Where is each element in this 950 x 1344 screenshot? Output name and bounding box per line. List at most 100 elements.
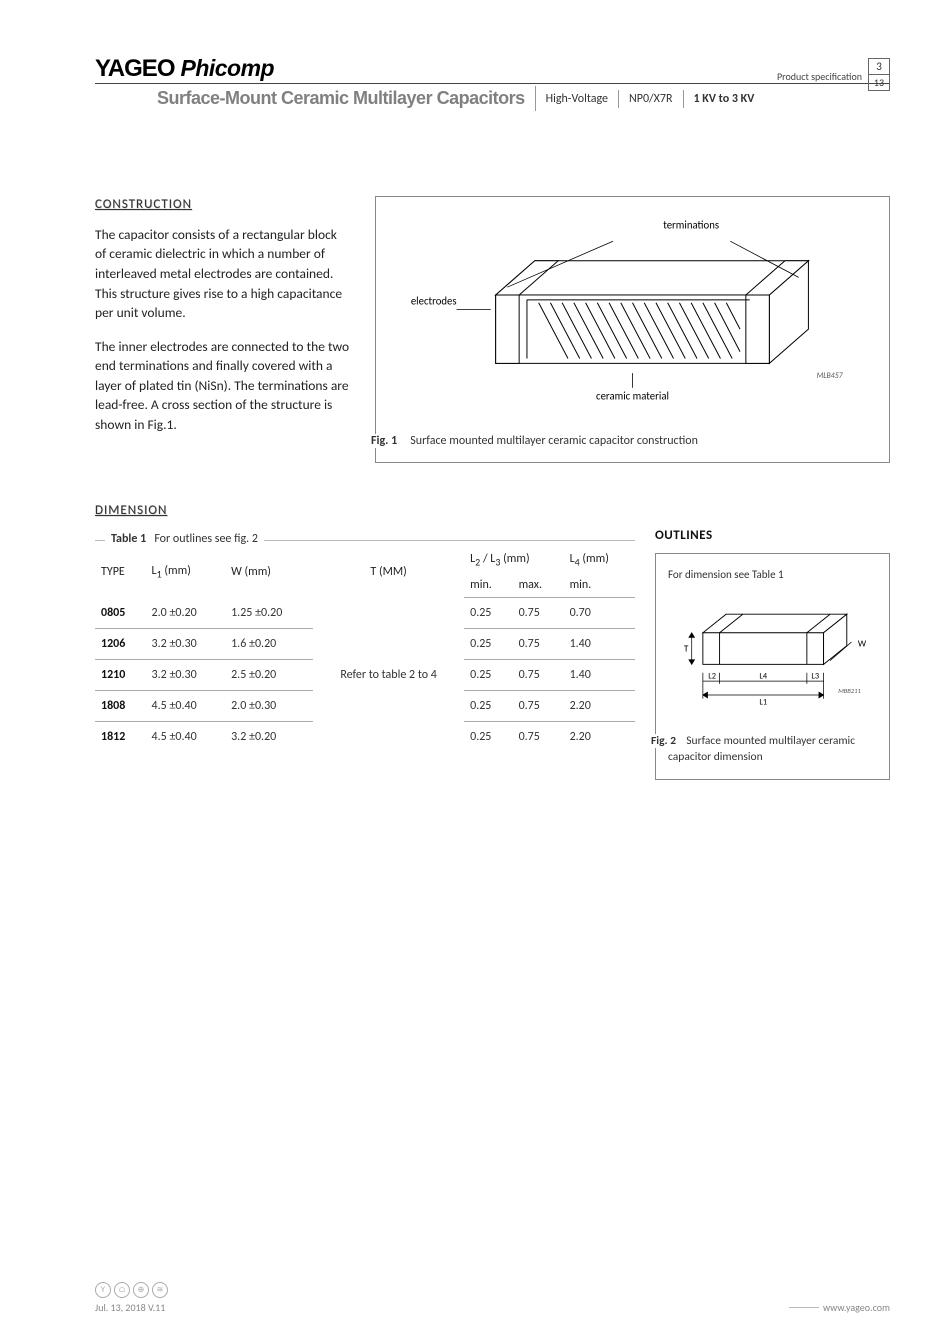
- cell-min: 0.25: [464, 691, 512, 722]
- construction-text: CONSTRUCTION The capacitor consists of a…: [95, 196, 350, 463]
- fig2-label: Fig. 2: [651, 734, 676, 748]
- sub-header: Surface-Mount Ceramic Multilayer Capacit…: [95, 86, 890, 111]
- table-1-caption: For outlines see fig. 2: [154, 532, 258, 546]
- fig2-caption-text: Surface mounted multilayer ceramic capac…: [668, 734, 855, 764]
- cell-min: 0.25: [464, 629, 512, 660]
- footer-url: www.yageo.com: [789, 1301, 890, 1314]
- cell-l1: 3.2 ±0.30: [146, 660, 226, 691]
- cell-max: 0.75: [513, 629, 564, 660]
- cell-w: 2.0 ±0.30: [225, 691, 313, 722]
- cell-type: 1210: [95, 660, 146, 691]
- top-header: YAGEO Phicomp Product specification: [95, 55, 890, 84]
- cell-l1: 4.5 ±0.40: [146, 722, 226, 753]
- outlines-column: OUTLINES For dimension see Table 1: [655, 528, 890, 780]
- cell-w: 1.6 ±0.20: [225, 629, 313, 660]
- cell-l4: 1.40: [564, 660, 635, 691]
- svg-text:T: T: [684, 643, 689, 654]
- prod-spec-label: Product specification: [777, 70, 862, 83]
- table-1-title: Table 1 For outlines see fig. 2: [105, 532, 264, 546]
- capacitor-construction-svg: terminations electrodes ceramic material…: [394, 207, 871, 422]
- cell-min: 0.25: [464, 660, 512, 691]
- cell-w: 2.5 ±0.20: [225, 660, 313, 691]
- cell-w: 1.25 ±0.20: [225, 598, 313, 629]
- outlines-heading: OUTLINES: [655, 528, 890, 543]
- cell-type: 1206: [95, 629, 146, 660]
- cell-max: 0.75: [513, 691, 564, 722]
- col-max: max.: [513, 573, 564, 598]
- construction-para1: The capacitor consists of a rectangular …: [95, 225, 350, 323]
- figure-1-box: terminations electrodes ceramic material…: [375, 196, 890, 463]
- brand-yageo: YAGEO: [95, 55, 174, 83]
- cell-l1: 4.5 ±0.40: [146, 691, 226, 722]
- col-w: W (mm): [225, 547, 313, 598]
- dimension-table-wrap: Table 1 For outlines see fig. 2 TYPE L1 …: [95, 528, 635, 752]
- figure-2-caption: Fig. 2 Surface mounted multilayer cerami…: [668, 733, 877, 765]
- footer: Y ⌂ ⊕ ≋ Jul. 13, 2018 V.11 www.yageo.com: [95, 1282, 890, 1314]
- construction-para2: The inner electrodes are connected to th…: [95, 337, 350, 435]
- cell-max: 0.75: [513, 722, 564, 753]
- cell-l1: 3.2 ±0.30: [146, 629, 226, 660]
- svg-text:MBB211: MBB211: [838, 687, 861, 695]
- label-ceramic: ceramic material: [596, 390, 669, 403]
- tag-high-voltage: High-Voltage: [536, 90, 619, 108]
- label-terminations: terminations: [663, 219, 719, 232]
- page-number: 3: [868, 58, 890, 75]
- cell-type: 1808: [95, 691, 146, 722]
- cert-icon: ⊕: [133, 1282, 149, 1298]
- cell-l4: 2.20: [564, 722, 635, 753]
- footer-left: Y ⌂ ⊕ ≋ Jul. 13, 2018 V.11: [95, 1282, 168, 1314]
- cert-icon: ⌂: [114, 1282, 130, 1298]
- figure-2-box: For dimension see Table 1: [655, 553, 890, 780]
- cell-w: 3.2 ±0.20: [225, 722, 313, 753]
- brand: YAGEO Phicomp: [95, 55, 274, 83]
- dimension-section: DIMENSION Table 1 For outlines see fig. …: [95, 503, 890, 780]
- cell-l4: 0.70: [564, 598, 635, 629]
- sub-header-left: Surface-Mount Ceramic Multilayer Capacit…: [95, 86, 764, 111]
- outlines-note: For dimension see Table 1: [668, 568, 877, 581]
- col-l1: L1 (mm): [146, 547, 226, 598]
- label-mlb-code: MLB457: [817, 372, 844, 381]
- col-min: min.: [464, 573, 512, 598]
- cell-type: 1812: [95, 722, 146, 753]
- cell-max: 0.75: [513, 598, 564, 629]
- fig1-caption-text: Surface mounted multilayer ceramic capac…: [410, 434, 698, 448]
- col-type: TYPE: [95, 547, 146, 598]
- dimension-table: TYPE L1 (mm) W (mm) T (MM) L2 / L3 (mm) …: [95, 547, 635, 752]
- figure-1-caption: Fig. 1 Surface mounted multilayer cerami…: [394, 434, 871, 448]
- table-row: 0805 2.0 ±0.20 1.25 ±0.20 Refer to table…: [95, 598, 635, 629]
- cell-l1: 2.0 ±0.20: [146, 598, 226, 629]
- svg-text:L3: L3: [811, 671, 819, 681]
- cert-icon: ≋: [152, 1282, 168, 1298]
- page-total: 13: [868, 75, 890, 91]
- svg-text:L4: L4: [759, 671, 768, 681]
- doc-title: Surface-Mount Ceramic Multilayer Capacit…: [155, 86, 536, 111]
- construction-heading: CONSTRUCTION: [95, 196, 350, 215]
- col-t: T (MM): [313, 547, 464, 598]
- tag-dielectric: NP0/X7R: [619, 90, 684, 108]
- cell-min: 0.25: [464, 722, 512, 753]
- brand-phicomp: Phicomp: [180, 55, 274, 82]
- col-l4-min: min.: [564, 573, 635, 598]
- page-indicator: 3 13: [868, 58, 890, 91]
- tag-voltage-range: 1 KV to 3 KV: [684, 90, 765, 108]
- cert-icons: Y ⌂ ⊕ ≋: [95, 1282, 168, 1298]
- dimension-heading: DIMENSION: [95, 503, 890, 518]
- construction-section: CONSTRUCTION The capacitor consists of a…: [95, 196, 890, 463]
- capacitor-dimension-svg: T W L2 L4 L3 L1 MBB211: [668, 591, 877, 721]
- table-1-label: Table 1: [111, 532, 146, 546]
- cell-type: 0805: [95, 598, 146, 629]
- svg-text:W: W: [858, 639, 867, 650]
- col-l4: L4 (mm): [564, 547, 635, 573]
- cell-l4: 1.40: [564, 629, 635, 660]
- cell-max: 0.75: [513, 660, 564, 691]
- cell-min: 0.25: [464, 598, 512, 629]
- t-note: Refer to table 2 to 4: [313, 598, 464, 753]
- svg-text:L1: L1: [759, 697, 767, 707]
- label-electrodes: electrodes: [411, 295, 457, 308]
- svg-text:L2: L2: [708, 671, 716, 681]
- fig1-label: Fig. 1: [371, 434, 397, 448]
- col-l23: L2 / L3 (mm): [464, 547, 563, 573]
- cell-l4: 2.20: [564, 691, 635, 722]
- footer-date: Jul. 13, 2018 V.11: [95, 1301, 168, 1314]
- cert-icon: Y: [95, 1282, 111, 1298]
